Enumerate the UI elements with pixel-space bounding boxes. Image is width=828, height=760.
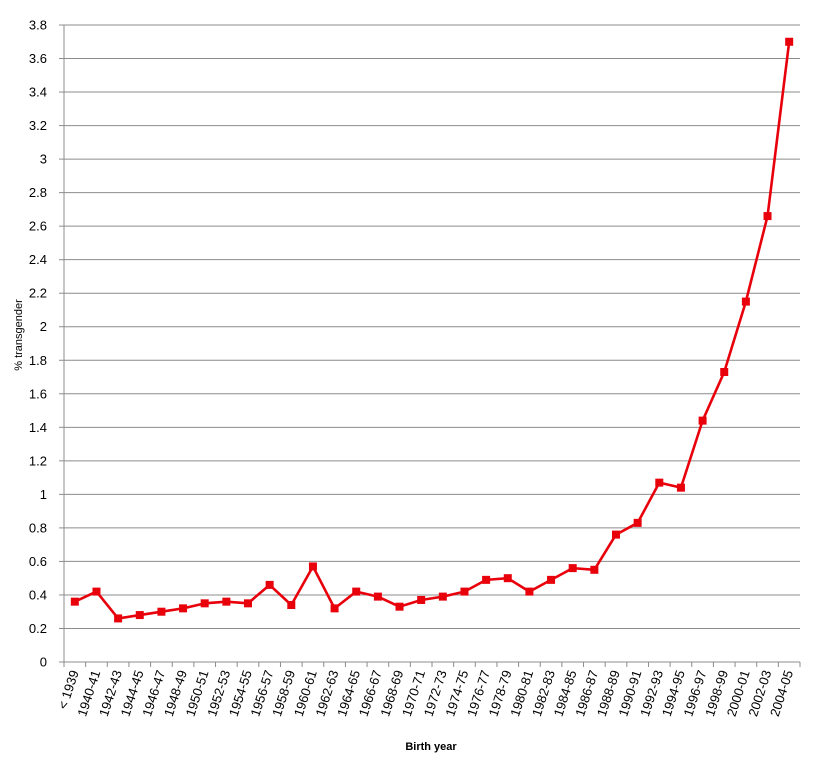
data-point-marker (222, 597, 231, 606)
y-tick-label: 3.6 (29, 51, 47, 66)
data-point-marker (482, 575, 491, 584)
x-axis-title: Birth year (405, 741, 457, 753)
data-point-marker (633, 518, 642, 527)
data-point-marker (92, 587, 101, 596)
axes (59, 24, 801, 667)
data-point-marker (547, 575, 556, 584)
series-line (74, 41, 791, 620)
data-point-marker (763, 212, 772, 221)
data-point-marker (720, 367, 729, 376)
data-point-marker (373, 592, 382, 601)
y-tick-label: 2.2 (29, 286, 47, 301)
y-tick-label: 1.6 (29, 386, 47, 401)
y-tick-label: 3.4 (29, 85, 47, 100)
data-point-marker (352, 587, 361, 596)
data-point-marker (417, 595, 426, 604)
data-point-marker (157, 607, 166, 616)
data-point-marker (676, 483, 685, 492)
data-point-marker (244, 599, 252, 608)
y-tick-label: 2 (40, 319, 47, 334)
y-tick-label: 2.6 (29, 219, 47, 234)
y-tick-label: 1.2 (29, 453, 47, 468)
data-point-marker (655, 478, 664, 487)
data-point-marker (135, 611, 144, 620)
data-point-marker (503, 574, 512, 583)
y-tick-label: 0.4 (29, 587, 47, 602)
data-point-marker (698, 416, 707, 425)
gridlines (64, 24, 800, 629)
data-point-marker (568, 564, 577, 573)
series-layer (70, 37, 794, 623)
data-point-marker (785, 37, 794, 46)
x-tick-labels: < 19391940-411942-431944-451946-471948-4… (55, 668, 796, 718)
y-tick-label: 1.8 (29, 353, 47, 368)
y-tick-label: 1.4 (29, 420, 47, 435)
data-point-marker (265, 580, 274, 589)
y-tick-label: 1 (40, 487, 47, 502)
y-tick-label: 2.8 (29, 185, 47, 200)
data-point-marker (287, 601, 296, 610)
y-tick-labels: 0 0.2 0.4 0.6 0.8 1 1.2 1.4 1.6 1.8 2 2.2 2.4 2.6 2.8 3… (29, 18, 47, 670)
y-tick-label: 2.4 (29, 252, 47, 267)
data-point-marker (70, 597, 79, 606)
data-point-marker (525, 587, 534, 596)
data-point-marker (741, 297, 750, 306)
y-tick-label: 3.2 (29, 118, 47, 133)
data-point-marker (395, 602, 404, 611)
y-tick-label: 3.8 (29, 18, 47, 33)
data-point-marker (330, 604, 339, 613)
y-tick-label: 0 (40, 655, 47, 670)
data-point-marker (590, 565, 599, 574)
data-point-marker (438, 592, 447, 601)
data-point-marker (114, 614, 123, 623)
data-point-marker (200, 599, 209, 608)
data-point-marker (612, 530, 620, 539)
y-tick-label: 0.2 (29, 621, 47, 636)
data-point-marker (179, 604, 188, 613)
data-point-marker (460, 587, 469, 596)
y-axis-title: % transgender (13, 299, 25, 371)
y-tick-label: 0.8 (29, 520, 47, 535)
data-point-marker (308, 562, 317, 571)
y-tick-label: 0.6 (29, 554, 47, 569)
y-tick-label: 3 (40, 152, 47, 167)
